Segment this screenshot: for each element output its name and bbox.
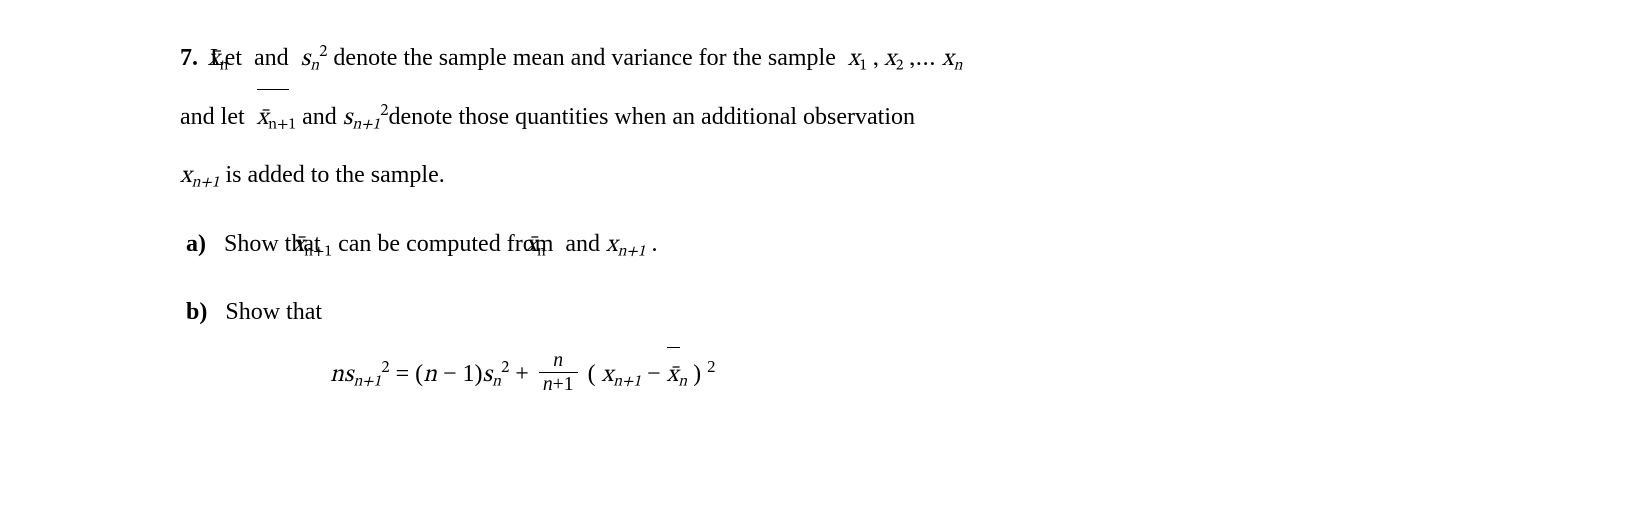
formula-lhs: nsn+12 bbox=[330, 363, 390, 387]
equals: = bbox=[390, 361, 416, 387]
text: denote the sample mean and variance for … bbox=[327, 45, 841, 71]
text: denote those quantities when an addition… bbox=[388, 104, 915, 130]
part-a: a) Show that x̄n+1 can be computed from … bbox=[180, 216, 1546, 275]
one: 1 bbox=[462, 361, 474, 387]
text: Show that bbox=[225, 299, 322, 325]
s-n-squared: sn2 bbox=[482, 363, 509, 387]
x-n-plus-1: xn+1 bbox=[180, 164, 219, 188]
problem-number: 7. bbox=[180, 45, 198, 71]
fraction-n-over-n-plus-1: nn+1 bbox=[539, 350, 578, 396]
problem-statement-line2: and let x̄n+1 and sn+12denote those quan… bbox=[180, 89, 1546, 148]
text: . bbox=[645, 231, 657, 257]
text: and bbox=[559, 231, 606, 257]
part-a-label: a) bbox=[186, 231, 206, 257]
text: and let bbox=[180, 104, 251, 130]
problem-statement-line3: xn+1 is added to the sample. bbox=[180, 147, 1546, 206]
text: and bbox=[248, 45, 295, 71]
sample-sequence: x1 , x2 ,… xn bbox=[848, 47, 963, 71]
xbar-n-plus-1: x̄n+1 bbox=[327, 217, 332, 275]
text: and bbox=[296, 104, 343, 130]
open-paren: ( bbox=[415, 361, 423, 387]
squared: 2 bbox=[707, 357, 715, 376]
part-b-label: b) bbox=[186, 299, 207, 325]
x-n-plus-1: xn+1 bbox=[602, 363, 641, 387]
problem-statement-line1: 7. Let x̄n and sn2 denote the sample mea… bbox=[180, 30, 1546, 89]
open-paren: ( bbox=[582, 361, 602, 387]
minus: − bbox=[641, 361, 667, 387]
s-n-plus-1-squared: sn+12 bbox=[343, 106, 389, 130]
xbar-n-plus-1: x̄n+1 bbox=[257, 90, 296, 148]
s-n-squared: sn2 bbox=[301, 47, 328, 71]
n: n bbox=[423, 363, 437, 387]
plus: + bbox=[509, 361, 535, 387]
close-paren: ) bbox=[687, 361, 707, 387]
text: is added to the sample. bbox=[219, 162, 444, 188]
x-n-plus-1: xn+1 bbox=[606, 233, 645, 257]
xbar-n: x̄n bbox=[667, 347, 687, 405]
minus: − bbox=[437, 361, 463, 387]
formula-equation: nsn+12 = (n − 1)sn2 + nn+1 ( xn+1 − x̄n … bbox=[180, 346, 1546, 405]
part-b: b) Show that bbox=[180, 284, 1546, 342]
